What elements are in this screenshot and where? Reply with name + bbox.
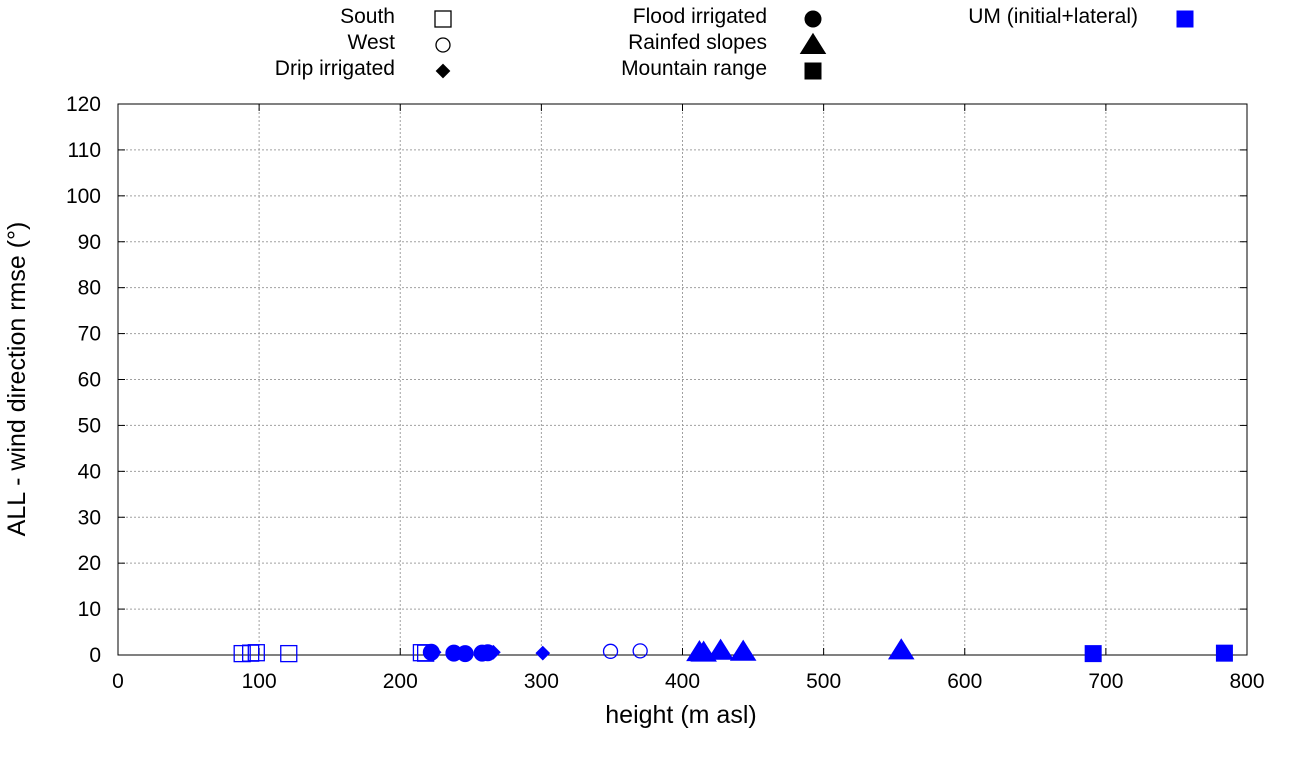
legend-marker (799, 32, 827, 54)
y-tick-label: 0 (89, 644, 101, 667)
legend-label: Rainfed slopes (628, 31, 767, 54)
legend-marker (1176, 10, 1194, 28)
y-tick-label: 10 (78, 598, 101, 621)
y-axis-title: ALL - wind direction rmse (°) (3, 222, 31, 537)
legend-entry: Mountain range (621, 57, 822, 80)
x-axis-title: height (m asl) (605, 701, 756, 729)
y-tick-label: 60 (78, 369, 101, 392)
data-point (729, 639, 757, 661)
y-tick-label: 90 (78, 231, 101, 254)
y-tick-label: 40 (78, 460, 101, 483)
y-axis-ticks: 0 10 20 30 40 50 60 70 80 90 100 110 120 (66, 93, 1247, 667)
legend-label: South (340, 5, 395, 28)
data-point (1215, 644, 1233, 662)
y-tick-label: 110 (68, 139, 101, 162)
legend-marker (804, 62, 822, 80)
x-tick-label: 800 (1229, 670, 1264, 693)
legend-marker (804, 10, 822, 28)
x-tick-label: 500 (806, 670, 841, 693)
legend-marker (434, 10, 452, 28)
data-point (535, 645, 551, 661)
legend-marker (435, 63, 451, 79)
x-tick-label: 100 (242, 670, 277, 693)
data-point (602, 643, 619, 659)
data-point (632, 643, 648, 659)
y-tick-label: 30 (78, 506, 101, 529)
series-flood-irrigated (422, 643, 497, 663)
y-tick-label: 20 (78, 552, 101, 575)
x-tick-label: 600 (947, 670, 982, 693)
x-tick-label: 200 (383, 670, 418, 693)
x-tick-label: 0 (112, 670, 124, 693)
legend-entry: UM (initial+lateral) (968, 5, 1194, 28)
legend-entry: Flood irrigated (633, 5, 822, 28)
x-tick-label: 700 (1088, 670, 1123, 693)
data-point (707, 638, 734, 660)
legend-entry: West (348, 31, 451, 54)
data-point (479, 644, 497, 662)
data-point (247, 644, 265, 662)
series-south (233, 644, 435, 663)
legend: South West Drip irrigated Flood irrigated Ra… (275, 5, 1194, 80)
series-mountain-range (1084, 644, 1233, 663)
x-axis-ticks: 0 100 200 300 400 500 600 700 800 (112, 104, 1265, 693)
y-tick-label: 80 (78, 277, 101, 300)
legend-entry: Rainfed slopes (628, 31, 827, 54)
legend-label: Drip irrigated (275, 57, 395, 80)
y-tick-label: 50 (78, 414, 101, 437)
y-tick-label: 70 (78, 323, 101, 346)
data-point (887, 638, 915, 660)
data-point (1084, 645, 1102, 663)
legend-entry: South (340, 5, 452, 28)
legend-label: Flood irrigated (633, 5, 767, 28)
legend-label: Mountain range (621, 57, 767, 80)
legend-entry: Drip irrigated (275, 57, 451, 80)
y-tick-label: 120 (66, 93, 101, 116)
data-point (456, 645, 474, 663)
x-tick-label: 300 (524, 670, 559, 693)
series-rainfed-slopes (686, 638, 915, 662)
grid (118, 104, 1247, 655)
data-point (422, 643, 440, 661)
legend-label: West (348, 31, 396, 54)
legend-label: UM (initial+lateral) (968, 5, 1138, 28)
legend-marker (435, 37, 451, 53)
x-tick-label: 400 (665, 670, 700, 693)
data-points (233, 638, 1233, 663)
series-west (602, 643, 648, 659)
y-tick-label: 100 (66, 185, 101, 208)
data-point (280, 644, 298, 663)
